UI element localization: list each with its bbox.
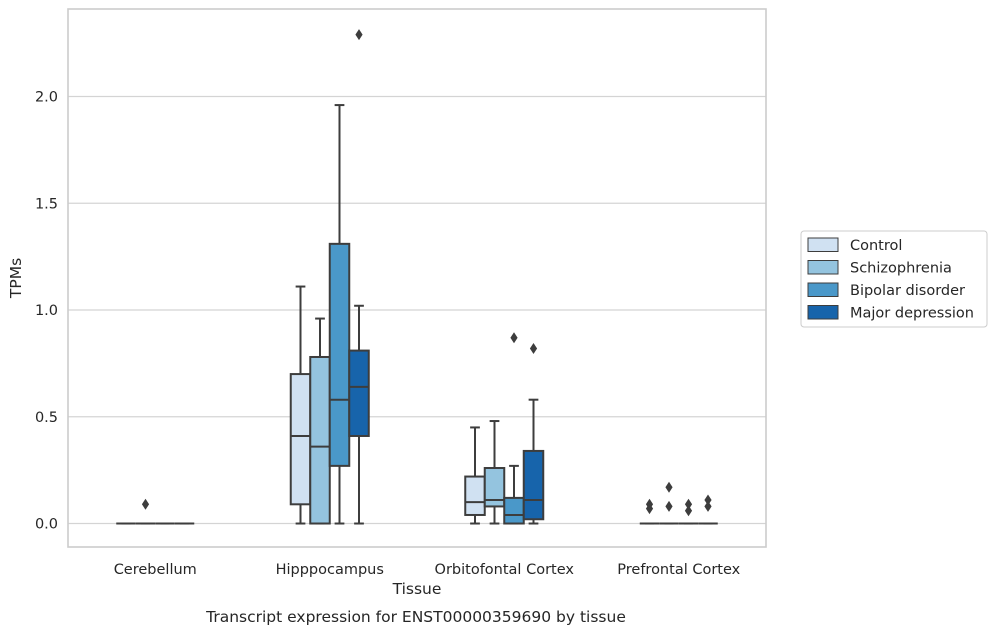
y-tick-label: 0.5 <box>35 410 58 426</box>
x-axis-label: Tissue <box>392 580 442 598</box>
box-body <box>522 449 545 521</box>
chart-caption: Transcript expression for ENST0000035969… <box>205 608 626 626</box>
x-axis-ticks: Cerebellum Hipppocampus Orbitofontal Corte… <box>114 562 741 578</box>
box-1-3 <box>348 29 370 525</box>
y-tick-label: 2.0 <box>35 90 58 106</box>
outlier-point <box>665 481 673 493</box>
box-body <box>309 355 331 525</box>
outlier-point <box>355 29 363 41</box>
box-1-2 <box>328 104 351 525</box>
legend-swatch <box>807 237 839 252</box>
legend-swatch <box>807 305 839 320</box>
box-2-1 <box>483 420 506 525</box>
box-3-0 <box>639 498 660 525</box>
outlier-point <box>704 500 712 512</box>
legend-item: Bipolar disorder <box>807 282 965 299</box>
box-2-0 <box>464 426 486 525</box>
box-body <box>289 373 312 506</box>
outlier-point <box>704 494 712 506</box>
legend-frame <box>800 230 988 328</box>
outlier-point <box>684 505 693 517</box>
x-tick-label: Orbitofontal Cortex <box>435 562 575 578</box>
legend-label: Control <box>850 238 902 254</box>
box-1-0 <box>289 285 312 525</box>
box-body <box>348 349 370 437</box>
box-1-1 <box>309 317 331 525</box>
x-tick-label: Hipppocampus <box>276 562 384 578</box>
legend-label: Major depression <box>850 306 974 322</box>
y-axis-ticks: 0.0 0.5 1.0 1.5 2.0 <box>35 90 58 533</box>
box-body <box>503 496 525 525</box>
legend-swatch <box>807 282 839 297</box>
outlier-point <box>684 498 693 510</box>
x-tick-label: Cerebellum <box>114 562 197 578</box>
y-tick-label: 0.0 <box>35 517 58 533</box>
y-tick-label: 1.0 <box>35 303 58 319</box>
box-2-2 <box>503 332 525 525</box>
box-3-2 <box>678 498 699 525</box>
box-3-1 <box>659 481 679 525</box>
box-2-3 <box>522 342 545 525</box>
box-3-3 <box>698 494 718 525</box>
y-axis-label: TPMs <box>7 258 25 299</box>
box-body <box>483 467 506 508</box>
legend-swatch <box>807 260 839 275</box>
box-body <box>464 475 486 516</box>
outlier-point <box>529 342 538 354</box>
box-body <box>328 242 351 467</box>
outlier-point <box>510 332 518 344</box>
x-tick-label: Prefrontal Cortex <box>617 562 740 578</box>
outlier-point <box>665 500 673 512</box>
legend: Control Schizophrenia Bipolar disorder Majo… <box>800 230 988 328</box>
outlier-point <box>645 498 654 510</box>
box-0-1 <box>135 498 156 525</box>
legend-label: Schizophrenia <box>850 261 952 277</box>
y-tick-label: 1.5 <box>35 196 58 212</box>
legend-item: Schizophrenia <box>807 260 952 277</box>
legend-item: Major depression <box>807 305 974 322</box>
legend-items: Control Schizophrenia Bipolar disorder Majo… <box>807 237 974 322</box>
legend-label: Bipolar disorder <box>850 283 965 299</box>
box-series <box>116 29 718 525</box>
outlier-point <box>141 498 150 510</box>
grid-lines <box>68 95 766 525</box>
plot-frame <box>67 8 767 548</box>
legend-item: Control <box>807 237 902 254</box>
